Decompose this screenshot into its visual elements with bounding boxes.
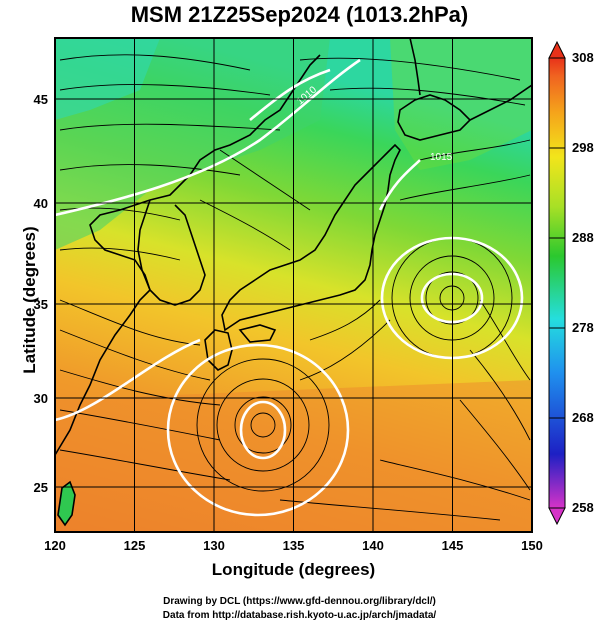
- colorbar-tick-label: 288: [572, 230, 594, 245]
- x-tick-label: 135: [283, 538, 305, 553]
- x-axis-label: Longitude (degrees): [211, 560, 376, 579]
- colorbar: 308 298 288 278 268 258: [548, 40, 594, 526]
- x-tick-label: 125: [124, 538, 146, 553]
- colorbar-tick-label: 298: [572, 140, 594, 155]
- y-tick-label: 30: [34, 391, 48, 406]
- y-axis-label: Latitude (degrees): [20, 226, 39, 374]
- x-tick-label: 140: [362, 538, 384, 553]
- y-tick-labels: 25 30 35 40 45: [34, 92, 48, 495]
- x-tick-label: 120: [44, 538, 66, 553]
- map-title: MSM 21Z25Sep2024 (1013.2hPa): [130, 2, 469, 27]
- y-tick-label: 35: [34, 297, 48, 312]
- contour-label: 1015: [430, 152, 453, 163]
- colorbar-tick-label: 268: [572, 410, 594, 425]
- y-tick-label: 25: [34, 480, 48, 495]
- map-frame: [54, 37, 533, 533]
- x-tick-label: 130: [203, 538, 225, 553]
- credit-data: Data from http://database.rish.kyoto-u.a…: [162, 610, 437, 621]
- map-grid: [55, 38, 532, 532]
- y-tick-label: 45: [34, 92, 48, 107]
- colorbar-tick-label: 258: [572, 500, 594, 515]
- x-tick-label: 145: [442, 538, 464, 553]
- x-tick-label: 150: [521, 538, 543, 553]
- colorbar-tick-label: 278: [572, 320, 594, 335]
- x-tick-labels: 120 125 130 135 140 145 150: [44, 538, 543, 553]
- coastlines: [55, 38, 532, 527]
- credit-drawing: Drawing by DCL (https://www.gfd-dennou.o…: [163, 596, 436, 607]
- y-tick-label: 40: [34, 196, 48, 211]
- colorbar-tick-label: 308: [572, 50, 594, 65]
